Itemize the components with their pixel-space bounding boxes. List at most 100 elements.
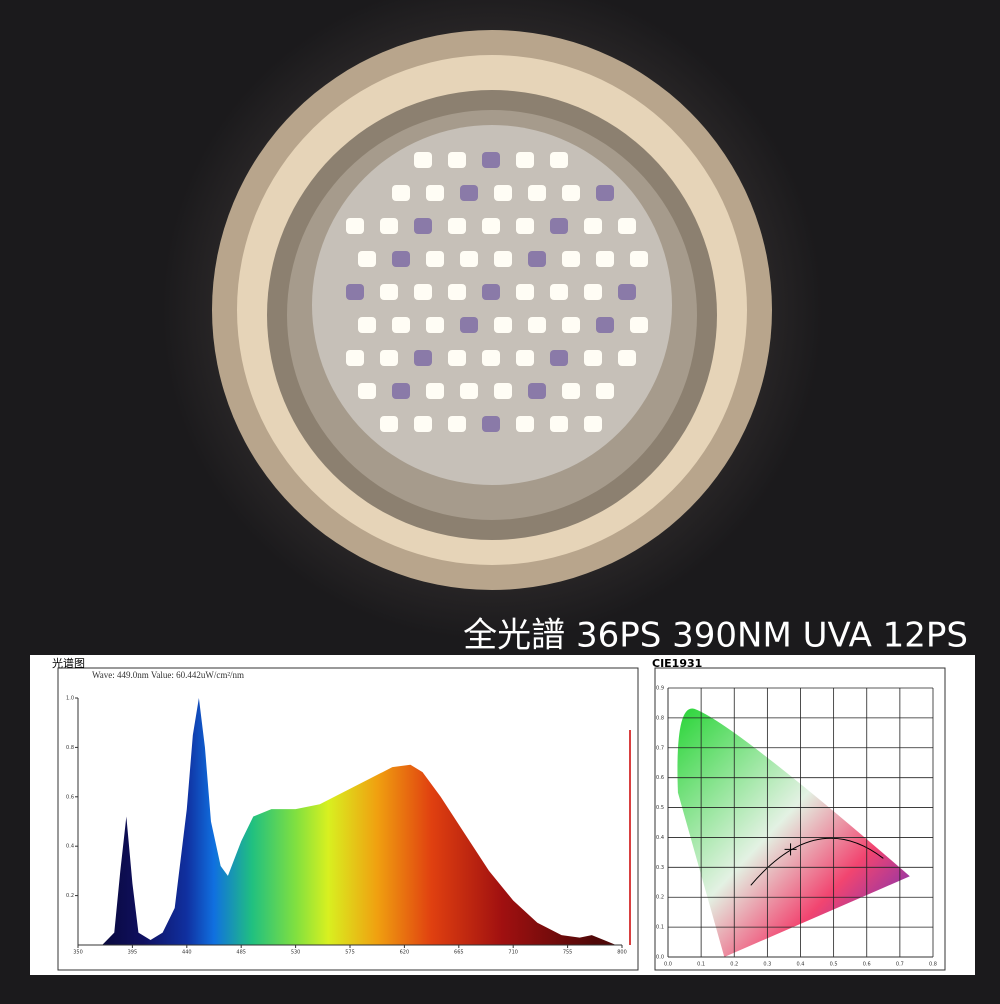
led <box>596 383 614 399</box>
led <box>550 284 568 300</box>
y-tick-label: 0.1 <box>656 925 664 931</box>
led <box>414 416 432 432</box>
led <box>460 185 478 201</box>
led <box>346 218 364 234</box>
x-tick-label: 800 <box>617 950 627 956</box>
led <box>596 185 614 201</box>
led <box>482 350 500 366</box>
led <box>584 350 602 366</box>
led <box>426 383 444 399</box>
point <box>784 843 797 856</box>
led <box>448 152 466 168</box>
led <box>346 284 364 300</box>
planckian-locus <box>750 837 884 886</box>
gamut <box>677 708 910 957</box>
led <box>448 416 466 432</box>
led <box>414 350 432 366</box>
led <box>380 416 398 432</box>
led <box>562 383 580 399</box>
y-tick-label: 0.0 <box>656 955 664 961</box>
led <box>516 284 534 300</box>
led <box>630 317 648 333</box>
led <box>550 152 568 168</box>
led <box>550 350 568 366</box>
led <box>618 218 636 234</box>
led <box>482 416 500 432</box>
x-tick-label: 530 <box>291 950 301 956</box>
led <box>494 185 512 201</box>
led <box>358 383 376 399</box>
chart-title: CIE1931 <box>652 657 702 670</box>
led <box>460 383 478 399</box>
led <box>414 284 432 300</box>
led <box>630 251 648 267</box>
led <box>596 251 614 267</box>
led <box>460 317 478 333</box>
x-tick-label: 0.6 <box>863 962 871 968</box>
led <box>358 251 376 267</box>
y-tick-label: 0.4 <box>656 835 664 841</box>
led <box>482 218 500 234</box>
led <box>414 152 432 168</box>
led <box>528 383 546 399</box>
led <box>426 317 444 333</box>
x-tick-label: 0.8 <box>929 962 937 968</box>
led <box>596 317 614 333</box>
y-tick-label: 0.9 <box>656 686 664 692</box>
led <box>618 350 636 366</box>
led <box>494 383 512 399</box>
y-tick-label: 0.7 <box>656 745 664 751</box>
led <box>584 218 602 234</box>
y-tick-label: 0.2 <box>656 895 664 901</box>
cie-frame <box>654 667 946 971</box>
led <box>516 218 534 234</box>
x-tick-label: 620 <box>400 950 410 956</box>
led <box>414 218 432 234</box>
led <box>550 218 568 234</box>
led <box>392 251 410 267</box>
led <box>380 350 398 366</box>
x-tick-label: 350 <box>73 950 83 956</box>
led <box>482 284 500 300</box>
x-tick-label: 0.2 <box>730 962 738 968</box>
spectrum-area <box>102 698 616 945</box>
led <box>346 350 364 366</box>
x-tick-label: 395 <box>128 950 138 956</box>
x-tick-label: 0.1 <box>697 962 705 968</box>
led <box>460 251 478 267</box>
x-tick-label: 0.0 <box>664 962 672 968</box>
x-tick-label: 0.7 <box>896 962 904 968</box>
led <box>562 317 580 333</box>
y-tick-label: 0.4 <box>66 844 74 850</box>
led <box>516 416 534 432</box>
led <box>482 152 500 168</box>
led <box>584 284 602 300</box>
y-tick-label: 1.0 <box>66 696 74 702</box>
led <box>380 218 398 234</box>
led <box>584 416 602 432</box>
x-tick-label: 0.3 <box>763 962 771 968</box>
x-tick-label: 485 <box>236 950 246 956</box>
led <box>528 251 546 267</box>
caption: 全光譜 36PS 390NM UVA 12PS <box>463 616 968 656</box>
led <box>448 284 466 300</box>
led <box>426 185 444 201</box>
y-tick-label: 0.6 <box>66 794 74 800</box>
x-tick-label: 665 <box>454 950 464 956</box>
led <box>516 350 534 366</box>
led <box>550 416 568 432</box>
led <box>494 251 512 267</box>
chart-subtitle: Wave: 449.0nm Value: 60.442uW/cm²/nm <box>92 670 244 680</box>
x-tick-label: 710 <box>508 950 518 956</box>
y-tick-label: 0.3 <box>656 865 664 871</box>
led <box>562 185 580 201</box>
y-tick-label: 0.8 <box>66 745 74 751</box>
x-tick-label: 575 <box>345 950 355 956</box>
led <box>494 317 512 333</box>
led <box>448 218 466 234</box>
led <box>528 185 546 201</box>
x-tick-label: 0.4 <box>797 962 805 968</box>
led <box>448 350 466 366</box>
x-tick-label: 0.5 <box>830 962 838 968</box>
